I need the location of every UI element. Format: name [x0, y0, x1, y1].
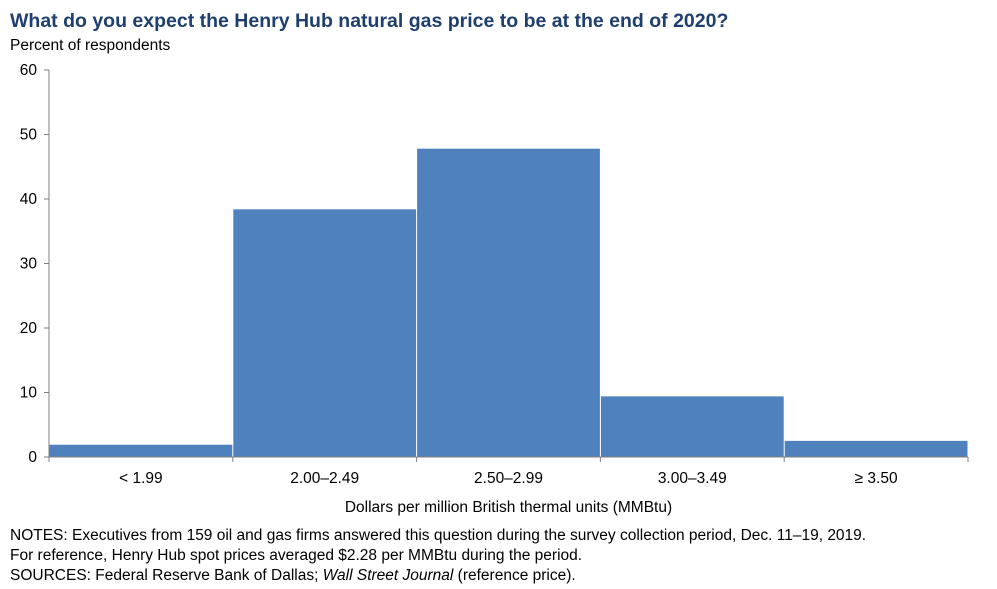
x-tick-label: < 1.99	[119, 470, 163, 487]
sources-prefix: SOURCES: Federal Reserve Bank of Dallas;	[10, 567, 323, 584]
chart-notes: NOTES: Executives from 159 oil and gas f…	[10, 526, 866, 586]
notes-line-2: For reference, Henry Hub spot prices ave…	[10, 547, 583, 564]
y-tick-label: 20	[20, 320, 38, 337]
bar	[784, 440, 968, 457]
y-tick-label: 40	[20, 191, 38, 208]
x-tick-label: ≥ 3.50	[855, 470, 898, 487]
y-tick-label: 30	[20, 256, 38, 273]
bar	[600, 396, 784, 457]
bar	[417, 148, 600, 457]
bar	[233, 209, 417, 457]
bar-chart: 0 10 20 30 40 50 60 < 1.99 2.00–2.49 2.50–2.99 3.0…	[20, 62, 969, 516]
sources-line: SOURCES: Federal Reserve Bank of Dallas;…	[10, 566, 866, 586]
chart-title: What do you expect the Henry Hub natural…	[10, 10, 729, 32]
y-tick-label: 0	[28, 449, 37, 466]
sources-italic: Wall Street Journal	[322, 567, 454, 584]
x-axis-title: Dollars per million British thermal unit…	[345, 499, 672, 516]
y-tick-label: 60	[20, 62, 38, 79]
sources-suffix: (reference price).	[453, 567, 576, 584]
x-tick-label: 2.00–2.49	[290, 470, 359, 487]
y-tick-label: 10	[20, 385, 38, 402]
bar	[49, 444, 233, 457]
y-axis-label: Percent of respondents	[10, 37, 171, 54]
x-tick-label: 3.00–3.49	[658, 470, 727, 487]
x-tick-label: 2.50–2.99	[474, 470, 543, 487]
notes-line-1: NOTES: Executives from 159 oil and gas f…	[10, 527, 867, 544]
y-tick-label: 50	[20, 127, 38, 144]
